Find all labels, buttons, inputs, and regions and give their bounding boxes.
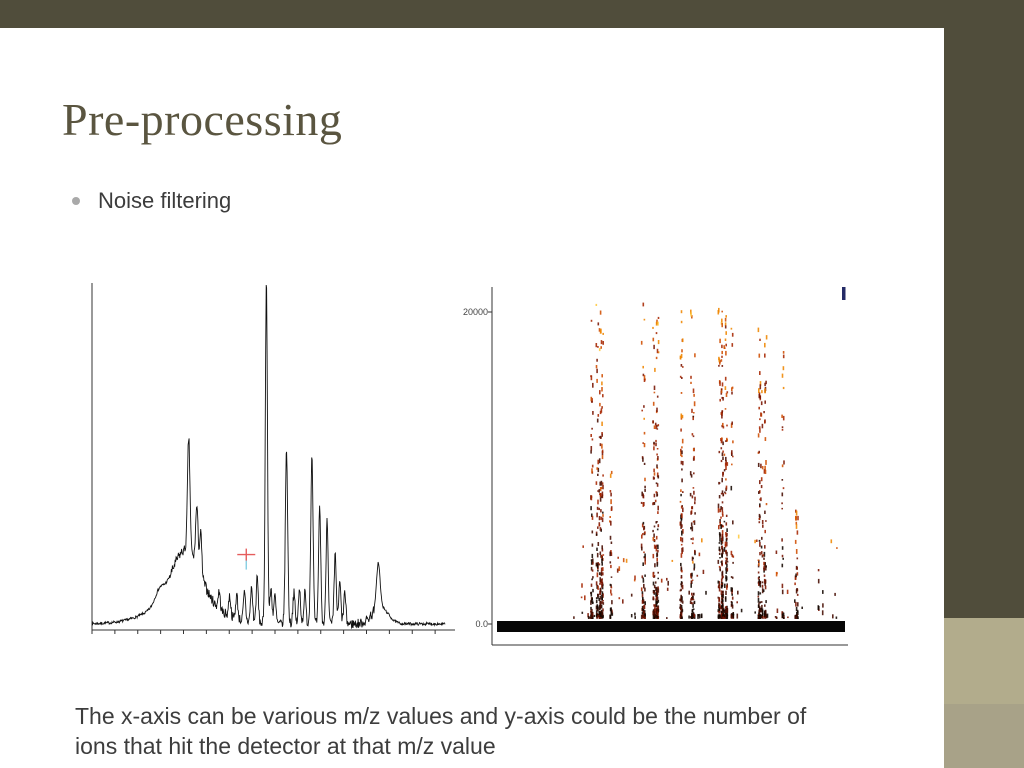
slide-title: Pre-processing xyxy=(62,93,343,145)
bullet-item: Noise filtering xyxy=(72,188,231,214)
caption-line-1: The x-axis can be various m/z values and… xyxy=(75,703,807,729)
blue-mark xyxy=(842,287,846,300)
baseline-bar xyxy=(497,621,845,632)
sidebar-accent-lower-block xyxy=(944,704,1024,768)
spectrum-trace xyxy=(91,284,446,630)
sidebar-accent-upper-block xyxy=(944,618,1024,704)
heatmap-ytick-top-label: 20000 xyxy=(463,307,488,317)
bullet-label: Noise filtering xyxy=(98,188,232,213)
heatmap-plot: 20000 0.0 xyxy=(455,275,860,660)
spectrum-plot xyxy=(60,275,465,650)
caption: The x-axis can be various m/z values and… xyxy=(75,701,925,762)
slide-top-bar xyxy=(0,0,1024,28)
caption-line-2: ions that hit the detector at that m/z v… xyxy=(75,733,496,760)
bullet-dot xyxy=(72,197,80,205)
heatmap-ytick-bottom-label: 0.0 xyxy=(475,619,488,629)
heatmap-dots xyxy=(573,302,838,619)
